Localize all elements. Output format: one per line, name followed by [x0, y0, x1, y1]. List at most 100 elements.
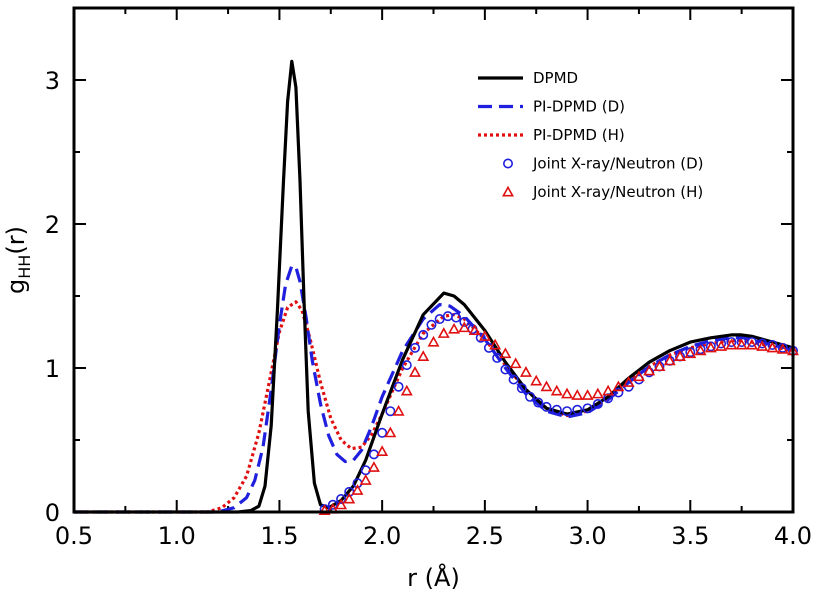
data-point: [694, 344, 707, 356]
series-pi-dpmd-d-: [74, 264, 794, 514]
series-line: [74, 59, 794, 514]
data-point: [736, 337, 747, 348]
y-axis-label-suffix: (r): [2, 226, 30, 255]
data-point: [500, 364, 511, 375]
data-point: [401, 360, 412, 371]
data-point: [745, 338, 758, 350]
tick-labels: 0.5 1.0 1.5 2.0 2.5 3.0 3.5 4.0 0 1 2 3: [45, 67, 812, 550]
legend-item: DPMD: [478, 69, 578, 87]
series-joint-x-ray-neutron-h-: [318, 321, 799, 516]
x-tick-label: 1.5: [260, 522, 298, 550]
data-point: [426, 319, 437, 330]
data-point: [459, 316, 470, 327]
data-point: [613, 387, 624, 398]
data-point: [533, 397, 544, 408]
data-point: [368, 449, 379, 460]
y-tick-label: 2: [45, 211, 60, 239]
data-point: [377, 427, 388, 438]
data-point: [530, 374, 543, 386]
data-point: [571, 389, 584, 400]
data-point: [427, 335, 440, 347]
data-point: [360, 465, 371, 476]
data-point: [318, 504, 331, 516]
legend-label: PI-DPMD (H): [533, 126, 625, 144]
data-point: [468, 324, 481, 336]
data-point: [632, 370, 645, 382]
data-point: [561, 387, 574, 399]
y-axis-label-main: g: [2, 279, 30, 294]
data-point: [478, 330, 491, 341]
data-point: [684, 347, 697, 359]
x-tick-label: 3.5: [671, 522, 709, 550]
data-point: [582, 403, 593, 414]
data-point: [448, 322, 461, 334]
data-point: [359, 474, 372, 485]
y-tick-label: 0: [45, 499, 60, 527]
data-point: [663, 354, 676, 366]
y-axis-label-subscript: HH: [15, 255, 34, 279]
data-point: [541, 401, 552, 412]
legend-item: PI-DPMD (H): [478, 126, 625, 144]
data-point: [336, 494, 347, 505]
series-line: [74, 300, 794, 514]
series-line: [74, 264, 794, 514]
y-tick-label: 3: [45, 67, 60, 95]
data-point: [516, 383, 527, 394]
data-point: [766, 341, 779, 353]
series-layer: [74, 59, 799, 516]
data-point: [653, 360, 666, 372]
data-point: [367, 461, 380, 472]
legend-label: PI-DPMD (D): [533, 98, 625, 116]
data-point: [451, 312, 462, 323]
data-point: [327, 499, 338, 510]
series-pi-dpmd-h-: [74, 300, 794, 514]
data-point: [483, 342, 494, 353]
data-point: [592, 398, 603, 409]
data-point: [756, 340, 769, 351]
data-point: [509, 357, 522, 369]
legend-label: DPMD: [533, 69, 578, 87]
data-point: [519, 366, 532, 377]
legend-label: Joint X-ray/Neutron (D): [532, 155, 704, 173]
x-tick-label: 3.0: [568, 522, 606, 550]
data-point: [612, 380, 625, 392]
plot-frame: [72, 6, 795, 514]
data-point: [562, 406, 573, 417]
y-tick-label: 1: [45, 355, 60, 383]
x-tick-label: 0.5: [55, 522, 93, 550]
data-point: [746, 337, 757, 348]
data-point: [540, 380, 553, 392]
data-point: [489, 338, 502, 350]
data-point: [335, 498, 348, 510]
data-point: [715, 340, 728, 351]
data-point: [525, 391, 536, 402]
data-point: [410, 342, 421, 353]
data-point: [704, 341, 717, 353]
legend-marker: [502, 158, 513, 169]
data-point: [392, 404, 405, 416]
data-point: [551, 404, 562, 415]
x-tick-label: 1.0: [158, 522, 196, 550]
legend-item: Joint X-ray/Neutron (H): [502, 183, 703, 201]
data-point: [376, 445, 389, 457]
data-point: [726, 337, 737, 348]
legend-item: Joint X-ray/Neutron (D): [502, 155, 704, 173]
data-point: [384, 426, 397, 438]
series-dpmd: [74, 59, 794, 514]
data-point: [716, 338, 727, 349]
data-point: [767, 339, 778, 350]
data-point: [417, 350, 430, 361]
data-point: [343, 492, 356, 504]
data-point: [437, 327, 450, 338]
legend: DPMD PI-DPMD (D) PI-DPMD (H) Joint X-ray/Ne…: [478, 69, 704, 201]
x-axis-label: r (Å): [407, 563, 460, 592]
data-point: [418, 329, 429, 340]
data-point: [643, 364, 656, 376]
x-tick-label: 2.0: [363, 522, 401, 550]
x-tick-label: 4.0: [774, 522, 812, 550]
data-point: [581, 389, 594, 400]
data-point: [622, 376, 635, 387]
data-point: [475, 332, 486, 343]
data-point: [508, 374, 519, 385]
